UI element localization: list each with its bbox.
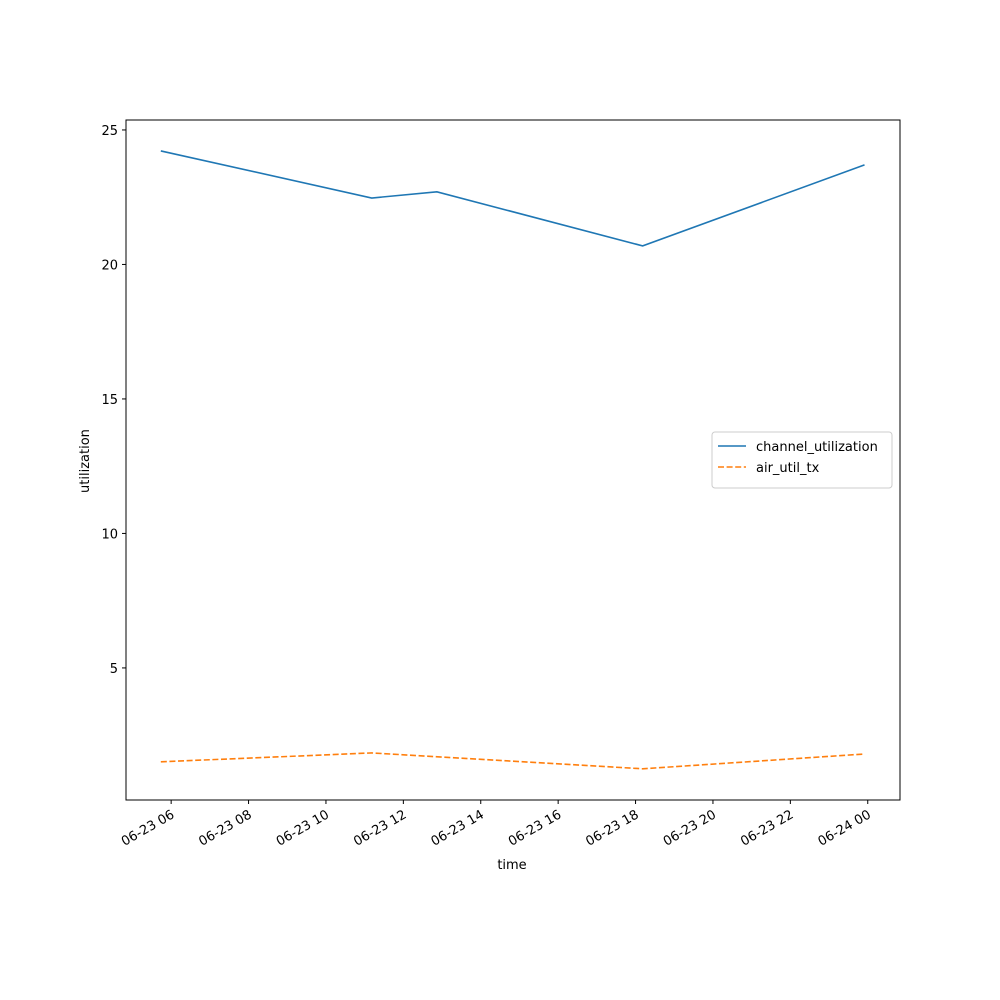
series-line [160,752,865,770]
y-tick-label: 10 [101,527,118,542]
x-tick-label: 06-23 14 [429,807,487,849]
y-tick-label: 15 [101,393,118,408]
x-tick-label: 06-23 22 [738,807,796,849]
x-axis-label: time [497,858,526,873]
y-tick-label: 20 [101,258,118,273]
y-tick-label: 5 [110,662,118,677]
x-tick-label: 06-23 20 [661,807,719,849]
x-tick-label: 06-23 12 [351,807,409,849]
x-tick-label: 06-23 16 [506,807,564,849]
series-line [160,150,865,247]
y-tick-label: 25 [101,124,118,139]
x-tick-label: 06-24 00 [816,807,874,849]
legend-label: channel_utilization [756,440,878,455]
x-tick-label: 06-23 10 [274,807,332,849]
legend-box [711,431,893,489]
legend-label: air_util_tx [756,461,820,476]
x-tick-label: 06-23 18 [583,807,641,849]
y-axis-label: utilization [78,429,93,493]
x-tick-label: 06-23 06 [119,807,177,849]
x-tick-label: 06-23 08 [196,807,254,849]
axes-frame [125,119,901,801]
